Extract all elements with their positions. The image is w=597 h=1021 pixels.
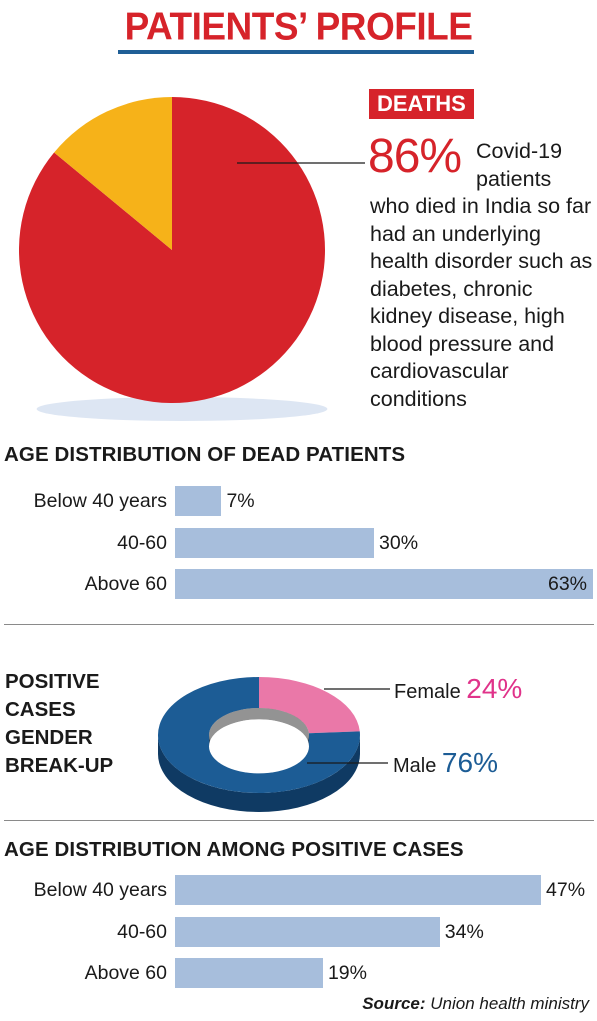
gender-donut-chart xyxy=(157,677,390,812)
bar-category-label: Below 40 years xyxy=(33,879,167,901)
female-percent: 24% xyxy=(466,673,523,704)
bar-value-label: 34% xyxy=(444,920,484,943)
donut-inner-wall xyxy=(209,708,309,747)
bar-value-label: 47% xyxy=(546,879,586,901)
deaths-text-first: Covid-19 patients xyxy=(476,139,563,191)
deaths-badge: DEATHS xyxy=(369,89,474,119)
bar xyxy=(175,875,541,905)
source-text: Union health ministry xyxy=(430,994,589,1013)
donut-slice-female xyxy=(259,677,360,734)
source-note: Source: Union health ministry xyxy=(362,994,589,1014)
page-title: PATIENTS’ PROFILE xyxy=(124,4,473,48)
bar-value-label: 63% xyxy=(547,573,587,595)
bar-category-label: 40-60 xyxy=(117,920,167,943)
female-label: Female xyxy=(394,681,461,703)
bar xyxy=(175,527,375,558)
bar xyxy=(175,569,593,599)
gender-heading: POSITIVE CASES GENDER BREAK-UP xyxy=(5,670,114,777)
bar-value-label: 7% xyxy=(226,490,255,512)
bar-category-label: 40-60 xyxy=(117,531,167,554)
deaths-percent: 86% xyxy=(368,130,462,183)
bar xyxy=(175,486,222,516)
male-percent: 76% xyxy=(441,747,498,778)
bar-value-label: 30% xyxy=(379,531,419,554)
donut-hole xyxy=(209,719,309,774)
male-legend: Male 76% xyxy=(393,747,498,779)
pie-slice-other xyxy=(54,97,172,250)
divider xyxy=(4,820,594,821)
bar-category-label: Above 60 xyxy=(84,962,167,984)
bar-category-label: Above 60 xyxy=(84,573,167,595)
deaths-pie-chart xyxy=(18,97,365,421)
female-legend: Female 24% xyxy=(394,673,522,705)
bar xyxy=(175,916,440,947)
source-prefix: Source: xyxy=(362,994,426,1013)
donut-side-wall xyxy=(158,735,360,812)
title-underline xyxy=(118,50,474,54)
dead-age-heading: AGE DISTRIBUTION OF DEAD PATIENTS xyxy=(4,443,406,466)
donut-slice-male xyxy=(157,677,360,793)
positive-age-heading: AGE DISTRIBUTION AMONG POSITIVE CASES xyxy=(4,838,464,861)
divider xyxy=(4,624,594,625)
bar-category-label: Below 40 years xyxy=(33,490,167,512)
male-label: Male xyxy=(393,755,437,777)
pie-shadow xyxy=(36,397,328,421)
deaths-text-rest: who died in India so far had an underlyi… xyxy=(370,194,593,411)
bar xyxy=(175,958,323,988)
bar-value-label: 19% xyxy=(327,962,367,984)
